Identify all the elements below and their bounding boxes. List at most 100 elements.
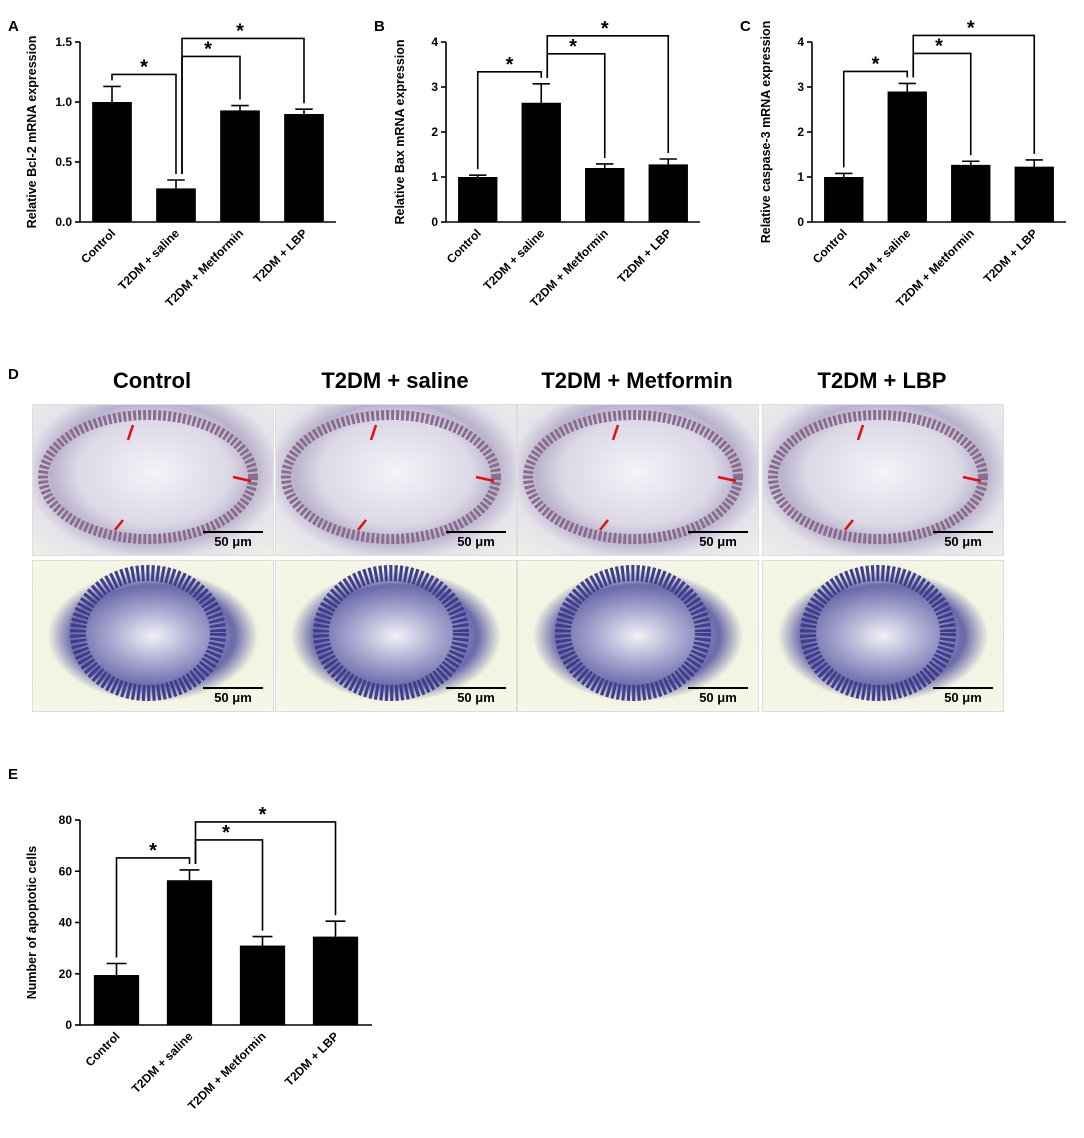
he-micrograph: 50 μm [32, 560, 274, 712]
bar [156, 188, 196, 222]
scale-bar: 50 μm [203, 531, 263, 549]
bar [312, 936, 359, 1025]
arrow-icon [856, 424, 865, 441]
bar [458, 177, 498, 222]
arrow-icon [962, 475, 982, 483]
significance-star: * [872, 53, 880, 75]
y-axis-title: Relative Bax mRNA expression [393, 39, 407, 224]
arrow-icon [475, 475, 495, 483]
significance-bracket [194, 821, 337, 916]
panel-label-d: D [8, 366, 19, 383]
he-micrograph: 50 μm [517, 560, 759, 712]
tunel-micrograph: 50 μm [517, 404, 759, 556]
bar [239, 945, 286, 1025]
y-tick-label: 1.5 [55, 35, 72, 49]
significance-star: * [569, 36, 577, 58]
y-axis-title: Relative Bcl-2 mRNA expression [25, 36, 39, 229]
arrow-icon [599, 519, 609, 531]
significance-star: * [506, 54, 514, 76]
significance-bracket [476, 71, 543, 170]
arrow-icon [114, 519, 124, 531]
x-tick-label: T2DM + LBP [981, 226, 1041, 286]
micrograph-title-saline: T2DM + saline [321, 368, 469, 393]
y-tick-label: 0 [431, 215, 438, 229]
tunel-micrograph: 50 μm [275, 404, 517, 556]
scale-bar: 50 μm [446, 531, 506, 549]
arrow-icon [232, 475, 252, 483]
micrograph-title-metformin: T2DM + Metformin [541, 368, 733, 393]
scale-bar-label: 50 μm [944, 534, 982, 549]
scale-bar-label: 50 μm [457, 534, 495, 549]
bar [521, 102, 561, 222]
y-tick-label: 80 [59, 813, 73, 827]
x-tick-label: T2DM + saline [129, 1029, 196, 1096]
x-tick-label: Control [78, 226, 118, 266]
tunel-micrograph: 50 μm [32, 404, 274, 556]
significance-star: * [967, 17, 975, 39]
significance-star: * [236, 20, 244, 42]
x-tick-label: T2DM + LBP [282, 1029, 342, 1089]
y-tick-label: 1 [797, 170, 804, 184]
significance-bracket [842, 70, 909, 168]
arrow-icon [611, 424, 620, 441]
he-micrograph: 50 μm [275, 560, 517, 712]
x-tick-label: T2DM + saline [481, 226, 548, 293]
y-tick-label: 60 [59, 864, 73, 878]
micrograph-title-control: Control [112, 368, 192, 393]
panel-label-b: B [374, 18, 385, 35]
scale-bar-label: 50 μm [699, 690, 737, 705]
y-tick-label: 4 [797, 35, 804, 49]
bar [824, 177, 864, 222]
significance-star: * [935, 35, 943, 57]
scale-bar: 50 μm [688, 531, 748, 549]
scale-bar: 50 μm [933, 531, 993, 549]
y-tick-label: 3 [797, 80, 804, 94]
y-tick-label: 4 [431, 35, 438, 49]
y-tick-label: 2 [797, 125, 804, 139]
panel-label-c: C [740, 18, 751, 35]
y-tick-label: 0.0 [55, 215, 72, 229]
significance-bracket [115, 857, 191, 958]
panel-label-a: A [8, 18, 19, 35]
bar [93, 975, 140, 1025]
bar [585, 168, 625, 222]
y-tick-label: 40 [59, 916, 73, 930]
y-axis-title: Relative caspase-3 mRNA expression [759, 21, 773, 244]
bar [166, 880, 213, 1025]
bar [1014, 166, 1054, 222]
scale-bar-label: 50 μm [214, 690, 252, 705]
panel-label-e: E [8, 766, 19, 783]
significance-bracket [912, 34, 1036, 154]
y-tick-label: 0 [797, 215, 804, 229]
scale-bar: 50 μm [933, 687, 993, 705]
y-tick-label: 20 [59, 967, 73, 981]
scale-bar: 50 μm [203, 687, 263, 705]
scale-bar-label: 50 μm [457, 690, 495, 705]
x-tick-label: Control [444, 226, 484, 266]
x-tick-label: T2DM + saline [847, 226, 914, 293]
significance-bracket [111, 73, 177, 174]
y-axis-title: Number of apoptotic cells [25, 846, 39, 1000]
bar [951, 164, 991, 222]
x-tick-label: T2DM + LBP [250, 226, 310, 286]
bar [220, 110, 260, 222]
y-tick-label: 3 [431, 80, 438, 94]
significance-star: * [259, 804, 267, 826]
significance-star: * [204, 38, 212, 60]
scale-bar: 50 μm [446, 687, 506, 705]
arrow-icon [369, 424, 378, 441]
y-tick-label: 2 [431, 125, 438, 139]
y-tick-label: 0 [65, 1018, 72, 1032]
bar [648, 164, 688, 222]
significance-bracket [181, 37, 305, 174]
y-tick-label: 0.5 [55, 155, 72, 169]
arrow-icon [844, 519, 854, 531]
significance-star: * [222, 822, 230, 844]
y-tick-label: 1.0 [55, 95, 72, 109]
micrograph-title-lbp: T2DM + LBP [817, 368, 947, 393]
tunel-micrograph: 50 μm [762, 404, 1004, 556]
bar [887, 91, 927, 222]
scale-bar-label: 50 μm [214, 534, 252, 549]
bar [284, 114, 324, 222]
